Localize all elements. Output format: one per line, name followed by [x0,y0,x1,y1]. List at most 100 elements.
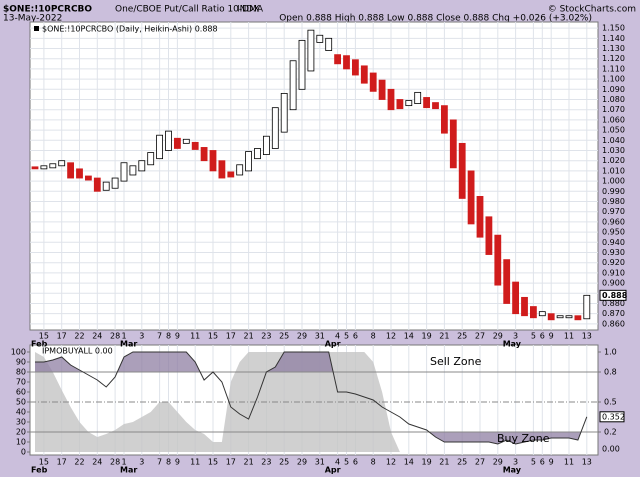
x-tick-label: 15 [208,332,218,341]
x-tick-label: 5 [344,458,349,467]
last-value-label: 0.888 [602,291,628,300]
x-tick-label: 29 [297,458,307,467]
sell-zone-fill [35,352,334,372]
x-tick-label: 15 [39,332,49,341]
plot-layer: 15 17 22 24 28 1 3 7 8 9 11 15 17 21 23 25 29 31 4 5 6 8 12 14 1… [11,22,628,475]
x-tick-label: 14 [404,458,414,467]
candle-body [396,99,404,110]
x-tick-label: 3 [139,332,144,341]
buy-zone-fill [429,432,581,444]
x-tick-label: 27 [475,458,485,467]
x-tick-label: 9 [549,332,554,341]
candle-body [262,135,270,155]
y-tick-label: 80 [16,368,26,377]
x-tick-label: 29 [493,332,503,341]
y-tick-label: 60 [16,388,26,397]
y-tick-label: 0.860 [602,319,625,328]
x-tick-label: 9 [549,458,554,467]
candle-body [432,102,439,110]
x-tick-label: 15 [39,458,49,467]
y-tick-label: 1.040 [602,136,625,145]
y-tick-label: 40 [16,408,26,417]
x-tick-label: 31 [315,458,325,467]
x-tick-label: 29 [493,458,503,467]
candle-body [449,119,457,169]
x-tick-label: 12 [386,458,396,467]
candle-body [307,29,315,72]
candle-body [236,164,244,176]
subtitle: One/CBOE Put/Call Ratio 10-DMA [115,5,264,15]
x-tick-label: 7 [157,332,162,341]
y-tick-label: 1.050 [602,126,625,135]
x-tick-label: 25 [279,458,289,467]
x-tick-label: 5 [531,458,536,467]
month-label: Apr [325,340,341,349]
y-tick-label: 0.970 [602,207,625,216]
zone-annotation: Buy Zone [497,432,550,445]
x-tick-label: 14 [404,332,414,341]
y2-tick-label: 0.5 [604,398,617,407]
x-tick-label: 19 [422,458,432,467]
y-tick-label: 10 [16,438,26,447]
x-tick-label: 15 [208,458,218,467]
x-tick-label: 22 [74,458,84,467]
candle-body [565,315,573,319]
y-tick-label: 1.130 [602,44,625,53]
y-tick-label: 1.090 [602,85,625,94]
x-tick-label: 28 [110,458,120,467]
candle-body [111,177,119,189]
candle-body [138,160,146,172]
y-tick-label: 20 [16,428,26,437]
x-tick-label: 4 [335,458,340,467]
candle-body [467,170,475,225]
y-tick-label: 0.940 [602,238,625,247]
y-tick-label: 100 [11,348,26,357]
indicator-title: IPMOBUYALL 0.00 [42,347,113,356]
y-tick-label: 1.010 [602,166,625,175]
x-tick-label: 5 [344,332,349,341]
candle-body [512,281,519,315]
candle-body [156,134,164,160]
x-tick-label: 11 [564,332,574,341]
candle-body [485,216,493,255]
x-tick-label: 25 [457,332,467,341]
candle-body [343,55,350,70]
candle-body [414,91,422,104]
candle-body [209,150,217,172]
candle-body [93,177,101,192]
x-tick-label: 31 [315,332,325,341]
y-tick-label: 1.100 [602,75,625,84]
candle-body [583,294,591,320]
y-tick-label: 0.960 [602,217,625,226]
x-tick-label: 27 [475,332,485,341]
x-tick-label: 8 [371,332,376,341]
x-tick-label: 21 [244,458,254,467]
candle-body [530,306,537,319]
y-tick-label: 0.980 [602,197,625,206]
x-tick-label: 5 [531,332,536,341]
y-tick-label: 0.910 [602,268,625,277]
y-tick-label: 1.070 [602,105,625,114]
month-label: Feb [31,466,48,475]
x-tick-label: 7 [157,458,162,467]
x-tick-label: 8 [166,458,171,467]
x-tick-label: 13 [582,332,592,341]
y-tick-label: 0.880 [602,299,625,308]
x-tick-label: 25 [457,458,467,467]
y-tick-label: 0.920 [602,258,625,267]
candle-body [49,163,57,169]
candle-body [476,195,484,238]
candle-body [325,37,333,51]
candle-body [182,138,190,144]
x-tick-label: 11 [190,332,200,341]
symbol: $ONE:!10PCRCBO [3,5,92,15]
quote: Open 0.888 High 0.888 Low 0.888 Close 0.… [279,14,592,24]
candle-body [271,107,279,149]
candle-body [102,181,110,191]
copyright: © StockCharts.com [548,5,636,15]
x-tick-label: 6 [353,458,358,467]
y-tick-label: 1.120 [602,54,625,63]
candle-body [120,162,128,182]
x-tick-label: 3 [513,458,518,467]
x-tick-label: 11 [190,458,200,467]
